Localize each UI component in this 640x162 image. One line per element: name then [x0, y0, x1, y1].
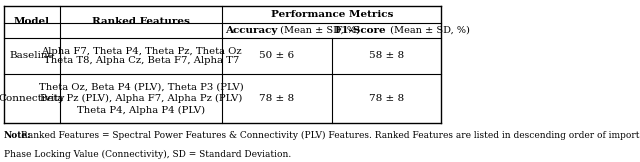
Text: (Mean ± SD, %): (Mean ± SD, %): [387, 26, 470, 35]
Text: Connectivity: Connectivity: [0, 94, 65, 103]
Text: Theta Oz, Beta P4 (PLV), Theta P3 (PLV): Theta Oz, Beta P4 (PLV), Theta P3 (PLV): [39, 83, 244, 92]
Text: Theta P4, Alpha P4 (PLV): Theta P4, Alpha P4 (PLV): [77, 106, 205, 115]
Text: (Mean ± SD, %): (Mean ± SD, %): [278, 26, 360, 35]
Text: Performance Metrics: Performance Metrics: [271, 10, 393, 19]
Text: Note:: Note:: [4, 131, 31, 140]
Text: Alpha F7, Theta P4, Theta Pz, Theta Oz: Alpha F7, Theta P4, Theta Pz, Theta Oz: [41, 47, 242, 56]
Text: Baseline: Baseline: [10, 52, 54, 60]
Text: Model: Model: [14, 17, 50, 26]
Text: Beta Pz (PLV), Alpha F7, Alpha Pz (PLV): Beta Pz (PLV), Alpha F7, Alpha Pz (PLV): [40, 94, 243, 103]
Text: Accuracy: Accuracy: [225, 26, 277, 35]
Text: Phase Locking Value (Connectivity), SD = Standard Deviation.: Phase Locking Value (Connectivity), SD =…: [4, 150, 291, 159]
Text: 50 ± 6: 50 ± 6: [259, 52, 294, 60]
Text: F1-Score: F1-Score: [335, 26, 387, 35]
Text: 58 ± 8: 58 ± 8: [369, 52, 404, 60]
Text: Ranked Features = Spectral Power Features & Connectivity (PLV) Features. Ranked : Ranked Features = Spectral Power Feature…: [18, 131, 640, 140]
Text: Ranked Features: Ranked Features: [92, 17, 190, 26]
Text: 78 ± 8: 78 ± 8: [259, 94, 294, 103]
Text: 78 ± 8: 78 ± 8: [369, 94, 404, 103]
Text: Theta T8, Alpha Cz, Beta F7, Alpha T7: Theta T8, Alpha Cz, Beta F7, Alpha T7: [44, 56, 239, 65]
